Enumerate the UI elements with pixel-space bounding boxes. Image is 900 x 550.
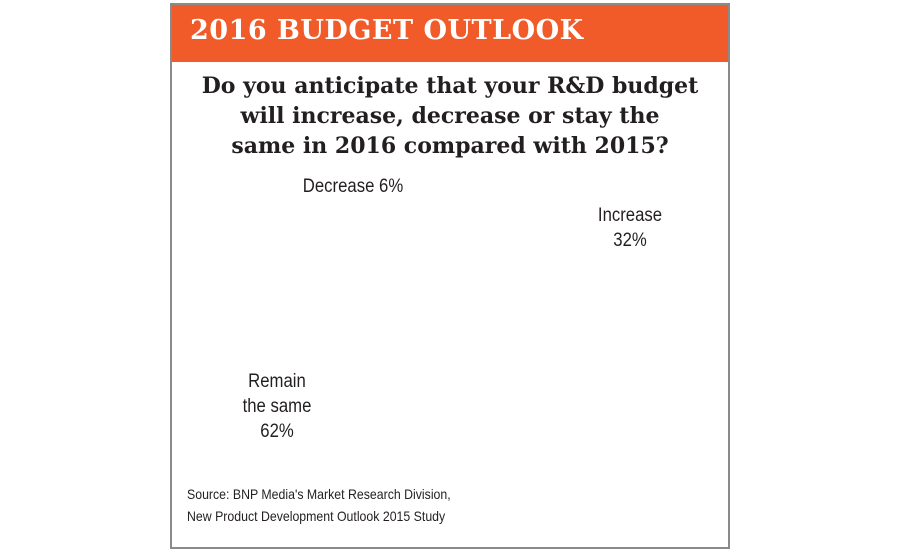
label-line: Decrease 6% [302,176,404,197]
label-decrease: Decrease 6% [296,174,410,199]
source-line: Source: BNP Media's Market Research Divi… [187,486,451,502]
label-increase: Increase 32% [590,203,669,253]
question-line: same in 2016 compared with 2015? [231,133,669,159]
source-line: New Product Development Outlook 2015 Stu… [187,508,446,524]
question-line: Do you anticipate that your R&D budget [201,73,699,99]
question-text: Do you anticipate that your R&D budget w… [172,71,728,161]
label-line: Remain [248,371,306,392]
header-title: 2016 BUDGET OUTLOOK [190,15,584,46]
question-line: will increase, decrease or stay the [240,103,660,129]
header-banner: 2016 BUDGET OUTLOOK [172,5,728,62]
label-line: 32% [613,230,647,251]
source-note: Source: BNP Media's Market Research Divi… [187,483,451,527]
label-line: the same [242,396,312,417]
label-line: 62% [260,421,294,442]
label-remain: Remain the same 62% [229,369,326,444]
infographic-card: 2016 BUDGET OUTLOOK Do you anticipate th… [170,3,730,549]
label-line: Increase [597,205,663,226]
